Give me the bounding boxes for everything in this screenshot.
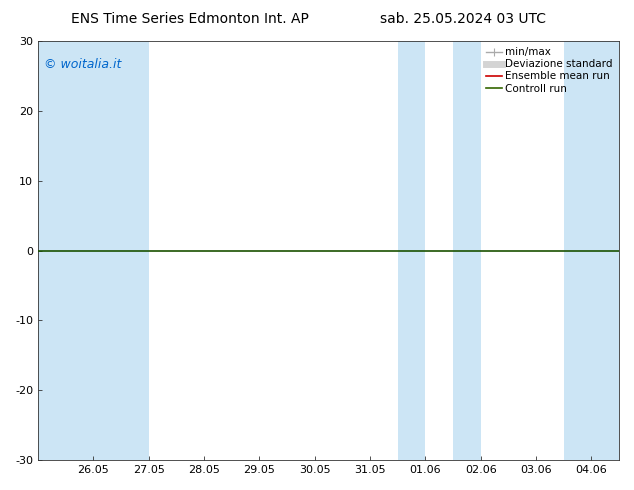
Text: © woitalia.it: © woitalia.it	[44, 58, 121, 71]
Bar	[38, 41, 93, 460]
Bar	[398, 41, 425, 460]
Bar	[93, 41, 148, 460]
Bar	[453, 41, 481, 460]
Text: sab. 25.05.2024 03 UTC: sab. 25.05.2024 03 UTC	[380, 12, 546, 26]
Legend: min/max, Deviazione standard, Ensemble mean run, Controll run: min/max, Deviazione standard, Ensemble m…	[482, 43, 617, 98]
Bar	[564, 41, 619, 460]
Text: ENS Time Series Edmonton Int. AP: ENS Time Series Edmonton Int. AP	[71, 12, 309, 26]
